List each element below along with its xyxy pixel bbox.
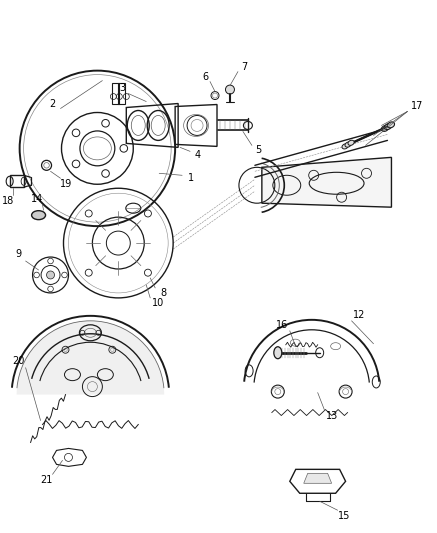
Circle shape (225, 85, 234, 94)
Text: 10: 10 (152, 298, 164, 308)
Text: 15: 15 (338, 511, 351, 521)
Ellipse shape (274, 347, 282, 359)
Ellipse shape (385, 124, 392, 130)
Polygon shape (304, 473, 332, 483)
Text: 13: 13 (326, 410, 338, 421)
Text: 6: 6 (202, 71, 208, 82)
Text: 2: 2 (49, 99, 55, 109)
Text: 21: 21 (40, 475, 53, 486)
Text: 12: 12 (354, 310, 366, 320)
Text: 19: 19 (60, 179, 73, 189)
Text: 7: 7 (241, 62, 247, 71)
Ellipse shape (345, 142, 351, 147)
Text: 20: 20 (12, 356, 25, 366)
Wedge shape (17, 321, 164, 394)
Circle shape (47, 271, 55, 279)
Ellipse shape (342, 144, 348, 149)
Polygon shape (262, 157, 392, 207)
Ellipse shape (348, 140, 354, 146)
Text: 18: 18 (2, 196, 14, 206)
Text: 4: 4 (195, 150, 201, 160)
Text: 3: 3 (119, 83, 125, 93)
Text: 8: 8 (160, 288, 166, 298)
Text: 14: 14 (31, 194, 43, 204)
Text: 17: 17 (411, 101, 423, 110)
Text: 1: 1 (188, 173, 194, 183)
Text: 16: 16 (276, 320, 288, 330)
Ellipse shape (387, 122, 395, 128)
Ellipse shape (382, 125, 388, 131)
Ellipse shape (31, 211, 45, 220)
Text: 9: 9 (16, 249, 22, 259)
Text: 5: 5 (255, 146, 261, 156)
